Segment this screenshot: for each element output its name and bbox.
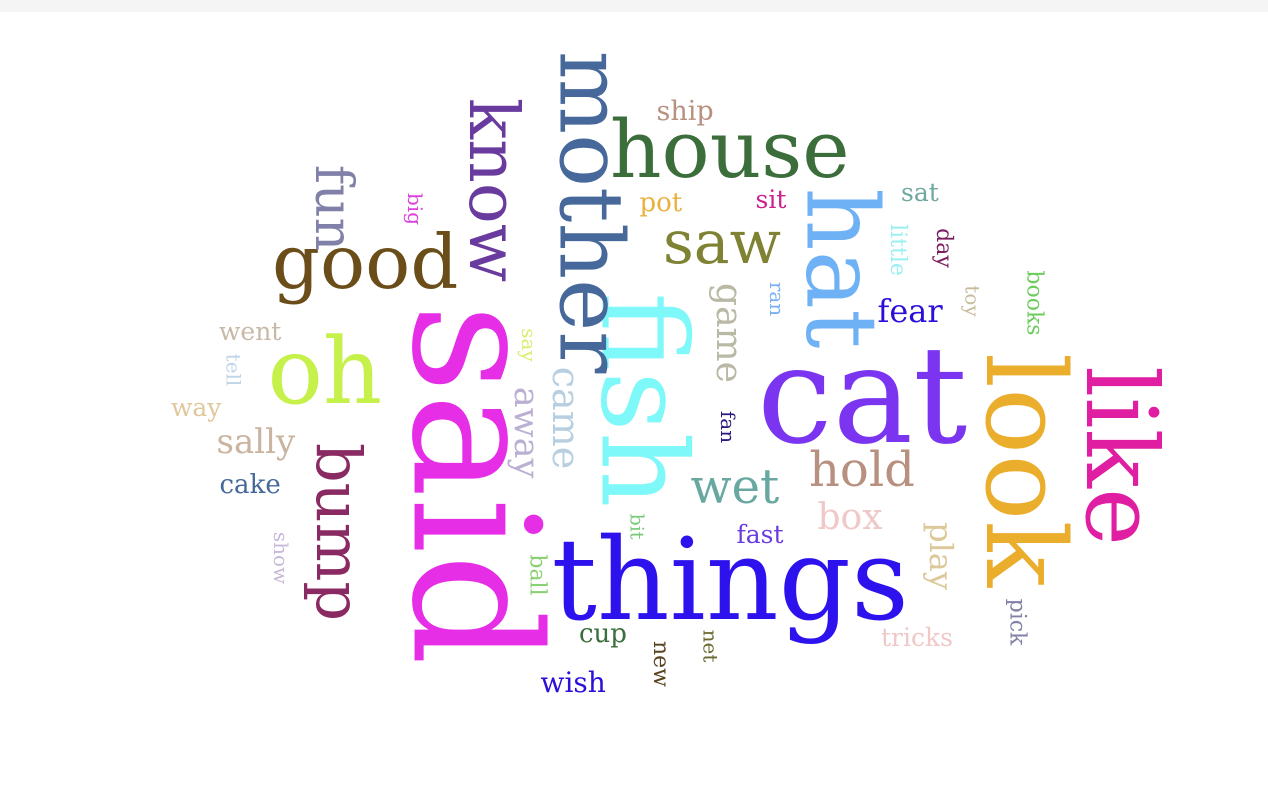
word-box: box [817,497,883,538]
word-cup: cup [579,619,627,649]
word-fear: fear [877,292,943,330]
word-day: day [930,228,956,268]
word-sat: sat [901,177,939,207]
word-ran: ran [765,281,790,317]
word-know: know [453,97,533,283]
top-bar [0,0,1268,12]
word-toy: toy [960,285,985,317]
word-new: new [648,640,674,688]
word-good: good [272,217,459,306]
word-fast: fast [736,519,784,549]
word-oh: oh [267,318,383,425]
word-tell: tell [220,353,245,387]
word-saw: saw [663,208,781,278]
word-sally: sally [216,422,296,462]
word-cat: cat [757,316,968,474]
word-hold: hold [809,442,915,498]
word-went: went [219,316,282,346]
word-big: big [403,192,428,226]
word-tricks: tricks [881,622,953,652]
word-things: things [551,513,909,646]
word-bit: bit [625,513,648,539]
word-house: house [610,103,850,196]
word-books: books [1021,270,1047,336]
word-ball: ball [524,554,550,596]
word-show: show [269,531,294,585]
word-away: away [505,386,546,478]
word-fan: fan [716,410,741,444]
word-cake: cake [219,470,281,500]
word-bump: bump [302,442,376,622]
word-pick: pick [1003,598,1029,646]
word-like: like [1063,365,1178,547]
word-mother: mother [538,50,642,374]
word-fun: fun [303,164,364,252]
word-pot: pot [639,188,683,218]
word-sit: sit [755,184,787,214]
word-say: say [516,328,541,362]
word-play: play [921,522,960,590]
word-wish: wish [540,666,606,699]
word-little: little [884,224,910,276]
word-hat: hat [782,187,897,349]
word-game: game [707,283,749,383]
word-came: came [544,366,589,470]
word-wet: wet [690,459,780,515]
word-way: way [171,392,222,422]
word-ship: ship [656,95,714,127]
word-net: net [697,629,722,663]
